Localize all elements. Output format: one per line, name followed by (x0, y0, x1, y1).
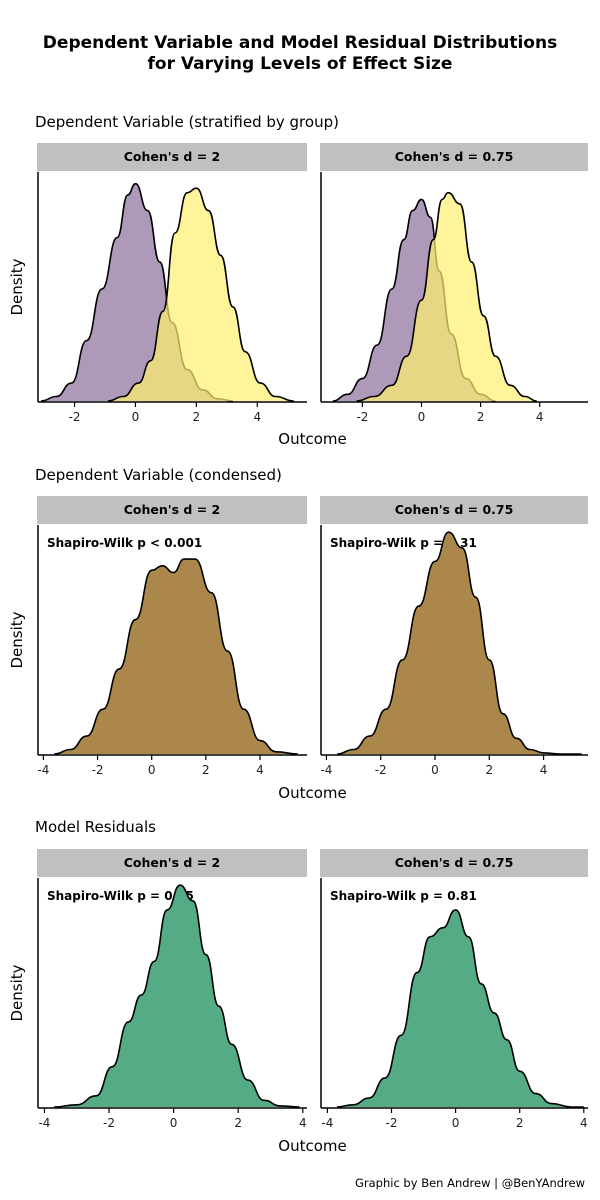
x-tick-label: 0 (431, 763, 439, 775)
x-axis-label: Outcome (278, 1137, 347, 1155)
x-tick-label: 4 (580, 1116, 588, 1128)
x-tick-label: 4 (540, 763, 548, 775)
panel-condensed-d2: Shapiro-Wilk p < 0.001 -4 -2 0 2 4 (37, 525, 307, 775)
shapiro-wilk-annotation: Shapiro-Wilk p = 0.35 (47, 889, 194, 903)
chart-title: Dependent Variable and Model Residual Di… (0, 33, 600, 75)
x-tick-label: -2 (103, 1116, 115, 1128)
x-tick-label: 0 (148, 763, 156, 775)
strip-label: Cohen's d = 2 (37, 496, 307, 524)
x-tick-label: -2 (375, 763, 387, 775)
strip-label: Cohen's d = 2 (37, 143, 307, 171)
strip-label: Cohen's d = 0.75 (320, 849, 588, 877)
x-tick-label: 2 (516, 1116, 524, 1128)
chart-title-line1: Dependent Variable and Model Residual Di… (42, 33, 558, 53)
x-tick-label: -2 (69, 410, 81, 422)
strip-label: Cohen's d = 0.75 (320, 496, 588, 524)
x-tick-label: -2 (356, 410, 368, 422)
density-curve-yellow (107, 187, 294, 402)
x-tick-label: -4 (37, 763, 49, 775)
density-curve-condensed (54, 558, 298, 755)
density-curve-condensed (337, 531, 582, 755)
y-axis-label: Density (8, 258, 26, 316)
section-title-residuals: Model Residuals (35, 818, 156, 836)
density-curve-residual (54, 884, 300, 1108)
x-tick-label: 4 (256, 763, 264, 775)
x-tick-label: 0 (132, 410, 140, 422)
panel-residuals-d2: Shapiro-Wilk p = 0.35 -4 -2 0 2 4 (37, 878, 307, 1128)
x-tick-label: 2 (202, 763, 210, 775)
x-tick-label: -2 (92, 763, 104, 775)
x-tick-label: 2 (477, 410, 485, 422)
density-curve-residual (336, 909, 584, 1108)
x-tick-label: 2 (193, 410, 201, 422)
x-axis-label: Outcome (278, 430, 347, 448)
caption: Graphic by Ben Andrew | @BenYAndrew (354, 1176, 585, 1190)
chart-title-line2: for Varying Levels of Effect Size (147, 54, 453, 74)
panel-condensed-d075: Shapiro-Wilk p = 0.31 -4 -2 0 2 4 (320, 525, 588, 775)
strip-label: Cohen's d = 2 (37, 849, 307, 877)
x-tick-label: 0 (418, 410, 426, 422)
x-tick-label: -2 (386, 1116, 398, 1128)
x-tick-label: -4 (320, 763, 332, 775)
shapiro-wilk-annotation: Shapiro-Wilk p = 0.81 (330, 889, 477, 903)
section-title-condensed: Dependent Variable (condensed) (35, 466, 282, 484)
shapiro-wilk-annotation: Shapiro-Wilk p < 0.001 (47, 536, 202, 550)
strip-label: Cohen's d = 0.75 (320, 143, 588, 171)
panel-stratified-d2: -2 0 2 4 (37, 172, 307, 422)
panel-stratified-d075: -2 0 2 4 (320, 172, 588, 422)
x-tick-label: 4 (536, 410, 544, 422)
density-curve-yellow (356, 191, 537, 402)
panel-residuals-d075: Shapiro-Wilk p = 0.81 -4 -2 0 2 4 (320, 878, 588, 1128)
x-tick-label: 0 (170, 1116, 178, 1128)
x-axis-label: Outcome (278, 784, 347, 802)
x-tick-label: 2 (485, 763, 493, 775)
x-tick-label: -4 (321, 1116, 333, 1128)
x-tick-label: 4 (253, 410, 261, 422)
shapiro-wilk-annotation: Shapiro-Wilk p = 0.31 (330, 536, 477, 550)
x-tick-label: -4 (38, 1116, 50, 1128)
x-tick-label: 4 (299, 1116, 307, 1128)
y-axis-label: Density (8, 964, 26, 1022)
y-axis-label: Density (8, 611, 26, 669)
x-tick-label: 0 (452, 1116, 460, 1128)
x-tick-label: 2 (234, 1116, 242, 1128)
section-title-stratified: Dependent Variable (stratified by group) (35, 113, 339, 131)
